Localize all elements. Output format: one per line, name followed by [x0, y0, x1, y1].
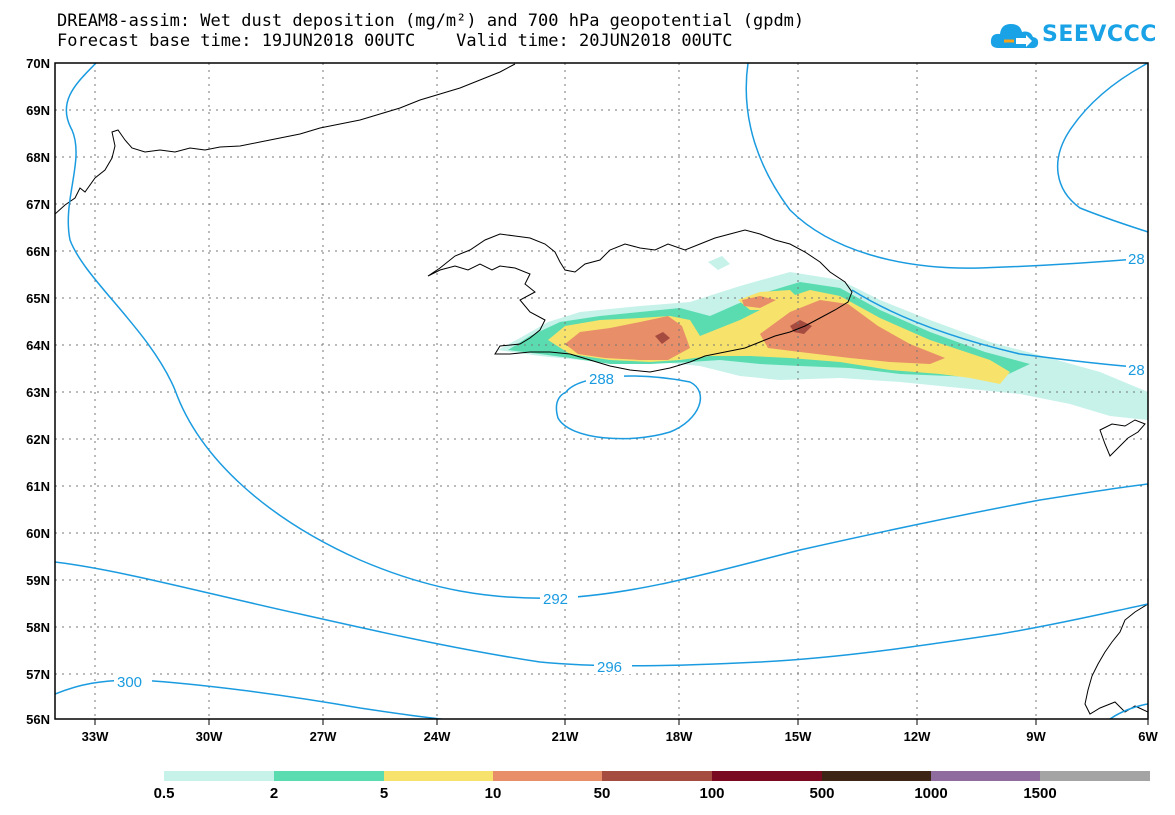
- map-title: DREAM8-assim: Wet dust deposition (mg/m²…: [57, 11, 805, 31]
- dust-band-10c: [742, 296, 776, 308]
- colorbar-swatch: [602, 771, 712, 781]
- dust-shading: [498, 256, 1148, 420]
- lat-label: 61N: [26, 479, 50, 494]
- iceland-coast: [427, 229, 853, 373]
- contour-28-right: [851, 289, 1148, 369]
- contour-296: [55, 679, 448, 719]
- colorbar-swatch: [1040, 771, 1150, 781]
- contour-28-ne: [1056, 63, 1148, 233]
- contour-label-292: 292: [543, 591, 568, 608]
- colorbar-swatch: [712, 771, 822, 781]
- lon-label: 27W: [310, 729, 337, 744]
- lat-label: 63N: [26, 385, 50, 400]
- longitude-labels: 33W 30W 27W 24W 21W 18W 15W 12W 9W 6W: [82, 729, 1159, 744]
- colorbar-label: 500: [809, 785, 835, 802]
- contour-label-288: 288: [589, 371, 614, 388]
- contour-label-296: 296: [597, 659, 622, 676]
- graticule: [55, 63, 1148, 719]
- lat-label: 57N: [26, 667, 50, 682]
- colorbar-swatch: [384, 771, 493, 781]
- scotland-coast: [1084, 603, 1148, 715]
- lat-label: 58N: [26, 620, 50, 635]
- lat-label: 68N: [26, 150, 50, 165]
- lat-label: 60N: [26, 526, 50, 541]
- colorbar-label: 10: [484, 785, 502, 802]
- contour-288-lobe: [65, 63, 1148, 599]
- lon-label: 15W: [785, 729, 812, 744]
- colorbar-label: 2: [269, 785, 279, 802]
- contour-292: [55, 561, 1148, 667]
- lon-label: 12W: [904, 729, 931, 744]
- lat-label: 65N: [26, 291, 50, 306]
- lat-label: 67N: [26, 197, 50, 212]
- lat-label: 56N: [26, 712, 50, 727]
- map-subtitle: Forecast base time: 19JUN2018 00UTC Vali…: [57, 31, 733, 51]
- contour-label-28-right: 28: [1128, 362, 1145, 379]
- lat-label: 62N: [26, 432, 50, 447]
- contour-sw-corner: [1109, 703, 1148, 719]
- dust-band-0.5-patch: [708, 256, 730, 270]
- dust-band-50b: [790, 320, 812, 334]
- colorbar-swatch: [274, 771, 384, 781]
- colorbar-label: 0.5: [153, 785, 175, 802]
- contour-label-28-top: 28: [1128, 251, 1145, 268]
- lat-label: 59N: [26, 573, 50, 588]
- lon-label: 6W: [1138, 729, 1158, 744]
- contour-28-top: [745, 63, 1148, 269]
- dust-band-10b: [760, 300, 945, 364]
- lat-label: 66N: [26, 244, 50, 259]
- lon-label: 21W: [552, 729, 579, 744]
- cloud-icon: [990, 24, 1039, 49]
- latitude-labels: 70N 69N 68N 67N 66N 65N 64N 63N 62N 61N …: [26, 56, 50, 727]
- lat-label: 70N: [26, 56, 50, 71]
- colorbar-label: 5: [379, 785, 389, 802]
- lon-label: 9W: [1026, 729, 1046, 744]
- colorbar-swatch: [164, 771, 274, 781]
- lon-label: 30W: [196, 729, 223, 744]
- colorbar-swatch: [493, 771, 602, 781]
- lon-label: 33W: [82, 729, 109, 744]
- lon-label: 18W: [666, 729, 693, 744]
- seevccc-logo: SEEVCCC: [990, 14, 1156, 58]
- faroe-coast: [1099, 419, 1146, 457]
- tick-marks: [94, 719, 1149, 725]
- contour-288-inner: [555, 375, 701, 440]
- coastlines: [55, 63, 1148, 715]
- colorbar-label: 1000: [914, 785, 948, 802]
- colorbar-label: 1500: [1023, 785, 1057, 802]
- greenland-coast: [55, 63, 516, 215]
- dust-band-50: [655, 332, 670, 344]
- colorbar-label: 100: [699, 785, 725, 802]
- logo-text: SEEVCCC: [1042, 22, 1157, 47]
- map-frame: [54, 62, 1149, 720]
- dust-band-10: [565, 316, 690, 360]
- contour-labels: 288 292 296 300 28 28: [114, 250, 1148, 691]
- contour-label-300: 300: [117, 674, 142, 691]
- colorbar-label: 50: [593, 785, 611, 802]
- lon-label: 24W: [424, 729, 451, 744]
- colorbar-swatch: [931, 771, 1040, 781]
- lat-label: 64N: [26, 338, 50, 353]
- colorbar-swatch: [822, 771, 931, 781]
- lat-label: 69N: [26, 103, 50, 118]
